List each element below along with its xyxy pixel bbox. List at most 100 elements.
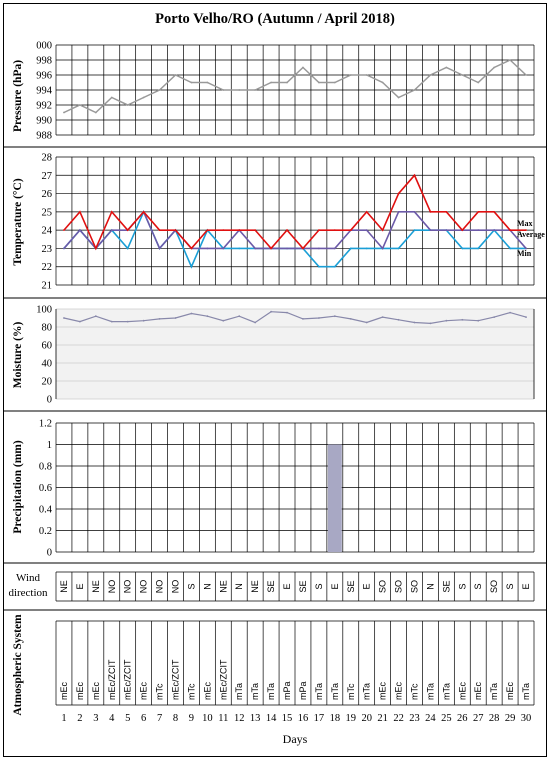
atmospheric-system-value: mTc — [155, 683, 165, 700]
temperature-max-line-point — [493, 210, 496, 213]
temperature-max-line-point — [206, 229, 209, 232]
atmospheric-system-value: mEc — [75, 682, 85, 701]
pressure-line-point — [238, 89, 241, 91]
temperature-max-line-point — [79, 210, 81, 213]
precipitation-panel: 1.2 1 0.8 0.6 0.4 0.2 0 — [39, 419, 535, 559]
wind-direction-value: N — [425, 583, 435, 590]
atmospheric-system-value: mEc — [139, 682, 149, 701]
moisture-line-point — [509, 311, 511, 314]
moisture-line-point — [270, 310, 272, 313]
day-tick-label: 20 — [361, 713, 372, 724]
wind-direction-value: NE — [91, 580, 101, 593]
temperature-min-line-point — [349, 247, 352, 250]
pressure-tick-label: 992 — [36, 101, 52, 112]
pressure-tick-label: 988 — [36, 131, 52, 142]
pressure-line-point — [302, 66, 304, 69]
atmospheric-system-strip: mEc mEc mEc mEc/ZCIT mEc/ZCIT mEc mTc mEc/ZCIT m… — [55, 620, 535, 706]
pressure-line-point — [94, 111, 97, 114]
pressure-line-point — [222, 89, 225, 91]
atmospheric-system-value: mTc — [346, 683, 356, 700]
temperature-max-line-point — [174, 229, 177, 232]
moisture-line-point — [286, 311, 288, 314]
wind-direction-label-line2: direction — [8, 587, 48, 599]
moisture-tick-label: 100 — [36, 305, 52, 316]
wind-direction-value: E — [75, 583, 85, 589]
atmospheric-system-value: mTa — [234, 683, 244, 700]
temperature-max-line-point — [238, 229, 241, 232]
temperature-min-line-point — [318, 265, 320, 268]
temperature-average-line-point — [110, 229, 113, 232]
temperature-min-line-point — [190, 265, 193, 268]
moisture-line-point — [525, 316, 527, 318]
atmospheric-system-value: mEc — [473, 682, 483, 701]
wind-direction-value: S — [473, 583, 483, 589]
day-tick-label: 25 — [441, 713, 452, 724]
moisture-line-point — [333, 315, 336, 318]
atmospheric-system-value: mTa — [521, 683, 531, 700]
wind-direction-value: S — [186, 583, 196, 589]
temperature-max-line-point — [413, 174, 416, 177]
pressure-tick-label: 998 — [36, 56, 52, 67]
pressure-tick-label: 996 — [36, 71, 52, 82]
atmospheric-system-value: mEc — [378, 682, 388, 701]
moisture-line — [63, 311, 527, 325]
temperature-tick-label: 25 — [42, 207, 53, 218]
wind-direction-value: SE — [346, 580, 356, 592]
atmospheric-system-value: mTc — [186, 683, 196, 700]
day-tick-label: 16 — [298, 713, 309, 724]
moisture-line-point — [365, 321, 368, 324]
moisture-line-point — [429, 322, 432, 325]
atmospheric-system-value: mEc/ZCIT — [107, 659, 117, 700]
day-tick-label: 6 — [141, 713, 146, 724]
day-tick-label: 29 — [505, 713, 516, 724]
pressure-line-point — [429, 74, 432, 76]
precipitation-tick-label: 1.2 — [39, 419, 52, 430]
day-tick-label: 3 — [93, 713, 98, 724]
day-tick-label: 10 — [202, 713, 213, 724]
wind-direction-value: N — [202, 583, 212, 590]
day-tick-label: 28 — [489, 713, 500, 724]
moisture-line-point — [238, 315, 241, 318]
temperature-average-line-point — [158, 247, 161, 250]
moisture-line-point — [190, 312, 193, 315]
day-tick-label: 4 — [109, 713, 115, 724]
temperature-max-line-point — [525, 229, 527, 232]
moisture-tick-label: 80 — [42, 323, 53, 334]
pressure-line-point — [270, 81, 272, 84]
temperature-min-line-point — [397, 247, 400, 250]
pressure-line-point — [509, 59, 511, 61]
atmospheric-system-value: mTa — [266, 683, 276, 700]
temperature-average-line-point — [206, 247, 209, 250]
precipitation-tick-label: 0.6 — [39, 483, 52, 494]
atmospheric-system-value: mPa — [298, 681, 308, 700]
pressure-line-point — [477, 81, 480, 84]
day-tick-label: 26 — [457, 713, 468, 724]
day-tick-label: 11 — [218, 713, 228, 724]
temperature-average-line-point — [222, 247, 225, 250]
pressure-line-point — [158, 89, 161, 91]
temperature-average-line-point — [79, 229, 81, 232]
atmospheric-system-value: mTa — [489, 683, 499, 700]
temperature-average-line-point — [477, 229, 480, 232]
pressure-line-point — [79, 104, 81, 106]
moisture-line-point — [174, 317, 177, 319]
day-tick-label: 9 — [189, 713, 194, 724]
day-tick-label: 14 — [266, 713, 277, 724]
temperature-average-line-point — [493, 229, 496, 232]
temperature-max-line-point — [429, 210, 432, 213]
atmospheric-system-value: mTa — [250, 683, 260, 700]
temperature-average-line-point — [397, 210, 400, 213]
wind-direction-value: E — [282, 583, 292, 589]
pressure-tick-label: 990 — [36, 116, 52, 127]
atmospheric-system-value: mEc/ZCIT — [123, 659, 133, 700]
temperature-max-line-point — [302, 247, 304, 250]
wind-direction-value: NO — [107, 580, 117, 594]
wind-direction-value: NO — [171, 580, 181, 594]
moisture-line-point — [63, 317, 65, 319]
precipitation-tick-label: 0.8 — [39, 462, 52, 473]
temperature-average-line-point — [445, 229, 448, 232]
pressure-line-point — [110, 96, 113, 99]
temperature-max-line-point — [461, 229, 464, 232]
wind-direction-value: NE — [250, 580, 260, 593]
pressure-line-point — [126, 104, 129, 106]
